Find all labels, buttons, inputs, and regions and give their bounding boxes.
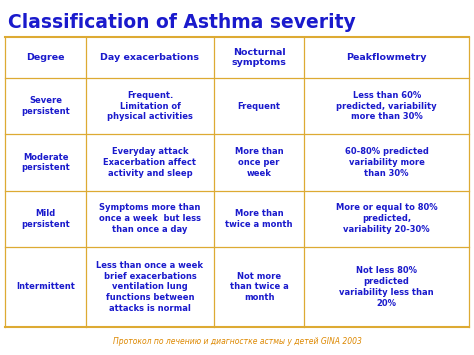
Text: Symptoms more than
once a week  but less
than once a day: Symptoms more than once a week but less … <box>99 203 201 234</box>
Bar <box>304 134 469 191</box>
Bar <box>5 37 86 78</box>
Bar <box>214 78 304 134</box>
Text: Not more
than twice a
month: Not more than twice a month <box>230 272 288 302</box>
Bar <box>86 247 214 327</box>
Bar <box>304 78 469 134</box>
Text: Severe
persistent: Severe persistent <box>21 96 70 116</box>
Text: More or equal to 80%
predicted,
variability 20-30%: More or equal to 80% predicted, variabil… <box>336 203 438 234</box>
Bar <box>304 37 469 78</box>
Bar <box>5 78 86 134</box>
Text: Протокол по лечению и диагностке астмы у детей GINA 2003: Протокол по лечению и диагностке астмы у… <box>112 337 362 345</box>
Text: Intermittent: Intermittent <box>16 283 75 291</box>
Bar <box>214 191 304 247</box>
Bar <box>5 134 86 191</box>
Text: Frequent: Frequent <box>237 102 281 111</box>
Bar <box>214 134 304 191</box>
Text: More than
twice a month: More than twice a month <box>225 209 293 229</box>
Bar <box>86 78 214 134</box>
Bar <box>5 247 86 327</box>
Text: Degree: Degree <box>27 53 65 62</box>
Text: Nocturnal
symptoms: Nocturnal symptoms <box>232 48 286 67</box>
Text: Peakflowmetry: Peakflowmetry <box>346 53 427 62</box>
Text: Frequent.
Limitation of
physical activities: Frequent. Limitation of physical activit… <box>107 91 193 121</box>
Text: Everyday attack
Exacerbation affect
activity and sleep: Everyday attack Exacerbation affect acti… <box>103 147 197 178</box>
Bar <box>214 247 304 327</box>
Bar <box>5 191 86 247</box>
Text: Mild
persistent: Mild persistent <box>21 209 70 229</box>
Bar <box>214 37 304 78</box>
Text: 60-80% predicted
variability more
than 30%: 60-80% predicted variability more than 3… <box>345 147 428 178</box>
Bar <box>86 37 214 78</box>
Text: Not less 80%
predicted
variability less than
20%: Not less 80% predicted variability less … <box>339 266 434 307</box>
Bar <box>304 191 469 247</box>
Text: Classification of Asthma severity: Classification of Asthma severity <box>8 13 356 32</box>
Text: Day exacerbations: Day exacerbations <box>100 53 200 62</box>
Bar <box>86 191 214 247</box>
Bar <box>304 247 469 327</box>
Text: More than
once per
week: More than once per week <box>235 147 283 178</box>
Text: Less than once a week
brief exacerbations
ventilation lung
functions between
att: Less than once a week brief exacerbation… <box>97 261 203 313</box>
Text: Less than 60%
predicted, variability
more than 30%: Less than 60% predicted, variability mor… <box>337 91 437 121</box>
Text: Moderate
persistent: Moderate persistent <box>21 153 70 172</box>
Bar <box>86 134 214 191</box>
